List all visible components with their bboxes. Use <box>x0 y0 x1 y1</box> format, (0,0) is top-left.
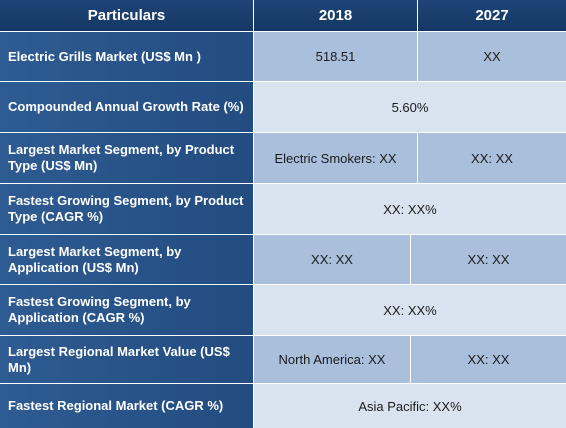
row-label: Electric Grills Market (US$ Mn ) <box>0 32 253 81</box>
row-value-merged: XX: XX% <box>254 285 566 335</box>
header-2027: 2027 <box>418 0 566 31</box>
row-value-merged: XX: XX% <box>254 184 566 234</box>
row-value-2018: North America: XX <box>254 336 410 383</box>
row-value-merged: 5.60% <box>254 82 566 132</box>
row-label: Fastest Regional Market (CAGR %) <box>0 384 253 428</box>
header-particulars: Particulars <box>0 0 253 31</box>
row-value-merged: Asia Pacific: XX% <box>254 384 566 428</box>
row-value-2027: XX <box>418 32 566 81</box>
row-label: Fastest Growing Segment, by Application … <box>0 285 253 335</box>
row-value-2018: 518.51 <box>254 32 417 81</box>
row-label: Largest Regional Market Value (US$ Mn) <box>0 336 253 383</box>
row-label: Fastest Growing Segment, by Product Type… <box>0 184 253 234</box>
row-value-2018: Electric Smokers: XX <box>254 133 417 183</box>
row-label: Compounded Annual Growth Rate (%) <box>0 82 253 132</box>
row-value-2027: XX: XX <box>418 133 566 183</box>
row-value-2027: XX: XX <box>411 336 566 383</box>
row-value-2018: XX: XX <box>254 235 410 284</box>
header-2018: 2018 <box>254 0 417 31</box>
row-label: Largest Market Segment, by Product Type … <box>0 133 253 183</box>
row-label: Largest Market Segment, by Application (… <box>0 235 253 284</box>
row-value-2027: XX: XX <box>411 235 566 284</box>
